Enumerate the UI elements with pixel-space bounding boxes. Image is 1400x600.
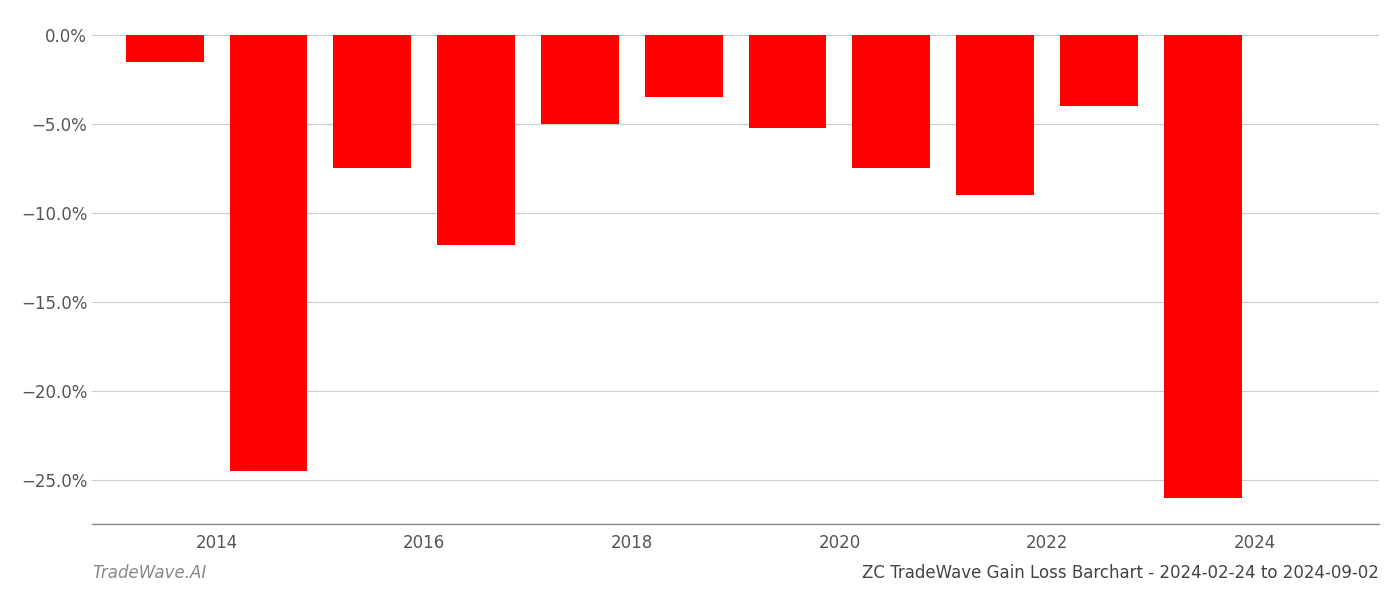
Bar [853,35,930,169]
Text: ZC TradeWave Gain Loss Barchart - 2024-02-24 to 2024-09-02: ZC TradeWave Gain Loss Barchart - 2024-0… [862,565,1379,583]
Bar [1163,35,1242,497]
Text: TradeWave.AI: TradeWave.AI [92,565,206,583]
Bar [749,35,826,128]
Bar [230,35,308,471]
Bar [1060,35,1138,106]
Bar [333,35,412,169]
Bar [540,35,619,124]
Bar [645,35,722,97]
Bar [126,35,203,62]
Bar [437,35,515,245]
Bar [956,35,1035,195]
